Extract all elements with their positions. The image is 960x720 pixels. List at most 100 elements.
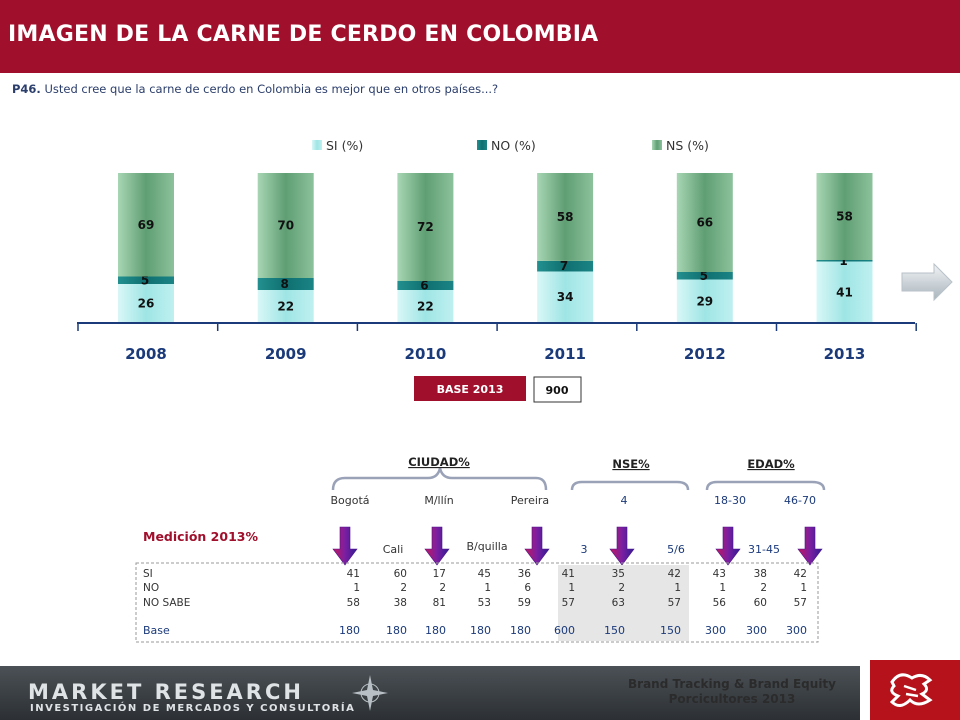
down-arrow-icon <box>332 526 358 566</box>
group-label-nse: NSE% <box>612 457 650 471</box>
base-cell: 300 <box>746 624 767 637</box>
column-header-10: 46-70 <box>784 494 816 507</box>
legend-label-no: NO (%) <box>491 138 536 153</box>
table-frame <box>135 562 819 643</box>
base-label-box <box>414 376 526 401</box>
table-cell: 43 <box>713 568 726 580</box>
table-cell: 38 <box>754 568 767 580</box>
base-cell: 150 <box>604 624 625 637</box>
edad-brace <box>705 480 826 491</box>
ciudad-brace <box>331 467 548 491</box>
data-label-si-2009: 22 <box>277 300 294 314</box>
table-cell: 57 <box>668 597 681 609</box>
question-code: P46. <box>12 82 41 96</box>
table-cell: 1 <box>674 582 681 594</box>
table-cell: 36 <box>518 568 532 580</box>
table-cell: 2 <box>439 582 446 594</box>
column-header-0: Bogotá <box>330 494 369 507</box>
bar-si-2011 <box>537 271 594 323</box>
column-header-5: 3 <box>581 543 588 556</box>
measurement-label: Medición 2013% <box>143 529 258 544</box>
column-header-1: Cali <box>383 543 404 556</box>
footer-subtitle: INVESTIGACIÓN DE MERCADOS Y CONSULTORÍA <box>30 703 356 714</box>
x-tick-label-2012: 2012 <box>684 345 726 363</box>
base-cell: 180 <box>386 624 407 637</box>
down-arrow-icon <box>424 526 450 566</box>
down-arrow-icon <box>609 526 635 566</box>
legend-label-ns: NS (%) <box>666 138 709 153</box>
data-label-si-2010: 22 <box>417 300 434 314</box>
table-cell: 63 <box>612 597 625 609</box>
table-cell: 6 <box>524 582 531 594</box>
x-axis-ticks <box>77 323 917 331</box>
data-label-ns-2009: 70 <box>277 219 294 233</box>
base-cell: 300 <box>705 624 726 637</box>
x-tick-label-2011: 2011 <box>544 345 586 363</box>
data-label-ns-2011: 58 <box>557 210 574 224</box>
data-label-no-2013: 1 <box>839 254 847 268</box>
stacked-bar-chart: SI (%) NO (%) NS (%) 265692287022672347582… <box>77 138 953 643</box>
data-label-ns-2008: 69 <box>138 218 155 232</box>
x-tick-label-2010: 2010 <box>405 345 447 363</box>
base-cell: 300 <box>786 624 807 637</box>
legend-label-si: SI (%) <box>326 138 363 153</box>
legend-swatch-no <box>477 140 487 150</box>
column-header-9: 31-45 <box>748 543 780 556</box>
column-header-2: M/llín <box>424 494 453 507</box>
table-cell: 42 <box>668 568 681 580</box>
data-label-ns-2012: 66 <box>696 216 713 230</box>
bar-ns-2010 <box>397 173 454 281</box>
next-arrow-icon[interactable] <box>901 262 953 302</box>
data-label-no-2012: 5 <box>700 269 708 283</box>
legend-swatch-ns <box>652 140 662 150</box>
data-label-ns-2013: 58 <box>836 210 853 224</box>
bar-si-2013 <box>816 261 873 323</box>
column-header-4: Pereira <box>511 494 549 507</box>
row-label-2: NO SABE <box>143 597 190 609</box>
column-header-3: B/quilla <box>466 540 507 553</box>
bar-ns-2009 <box>257 173 314 278</box>
bar-ns-2012 <box>676 173 733 272</box>
x-axis-labels: 2008 2009 2010 2011 2012 2013 <box>125 345 865 363</box>
data-label-si-2011: 34 <box>557 290 574 304</box>
question-body: Usted cree que la carne de cerdo en Colo… <box>44 82 499 96</box>
table-cell: 1 <box>800 582 807 594</box>
base-value: 900 <box>546 384 569 397</box>
base-label: BASE 2013 <box>437 383 504 396</box>
bar-no-2012 <box>676 272 733 280</box>
column-header-7: 5/6 <box>667 543 685 556</box>
bar-no-2009 <box>257 278 314 290</box>
project-line-2: Porcicultores 2013 <box>668 692 796 706</box>
bar-ns-2011 <box>537 173 594 261</box>
group-label-edad: EDAD% <box>747 457 795 471</box>
bar-group: 26 5 69 22 8 70 22 6 72 34 7 58 29 5 66 41 1 58 <box>118 173 873 323</box>
table-cell: 60 <box>394 568 407 580</box>
data-label-no-2008: 5 <box>141 273 149 287</box>
table-cell: 57 <box>794 597 807 609</box>
bar-si-2009 <box>257 290 314 323</box>
table-cell: 1 <box>353 582 360 594</box>
base-cell: 180 <box>339 624 360 637</box>
table-cell: 2 <box>400 582 407 594</box>
base-value-box <box>533 376 582 403</box>
down-arrow-icon <box>715 526 741 566</box>
bar-no-2010 <box>397 281 454 290</box>
table-cell: 2 <box>618 582 625 594</box>
base-cell: 180 <box>510 624 531 637</box>
down-arrow-icon <box>524 526 550 566</box>
data-label-ns-2010: 72 <box>417 220 434 234</box>
table-cell: 57 <box>562 597 575 609</box>
table-cell: 35 <box>612 568 625 580</box>
x-tick-label-2008: 2008 <box>125 345 167 363</box>
data-label-no-2010: 6 <box>420 279 428 293</box>
down-arrow-icon <box>797 526 823 566</box>
question-text: P46. Usted cree que la carne de cerdo en… <box>12 82 498 96</box>
bar-no-2011 <box>537 260 594 272</box>
data-label-si-2008: 26 <box>138 297 155 311</box>
data-table: SI 41 60 17 45 36 41 35 42 43 38 42 NO 1 2 2 1 6 1 2 1 1 2 1 NO … <box>143 568 807 637</box>
data-label-no-2009: 8 <box>281 277 289 291</box>
base-cell: 180 <box>470 624 491 637</box>
table-cell: 45 <box>478 568 491 580</box>
bar-si-2012 <box>676 279 733 323</box>
column-headers: Bogotá Cali M/llín B/quilla Pereira 3 4 5/6 18-3… <box>330 494 823 566</box>
